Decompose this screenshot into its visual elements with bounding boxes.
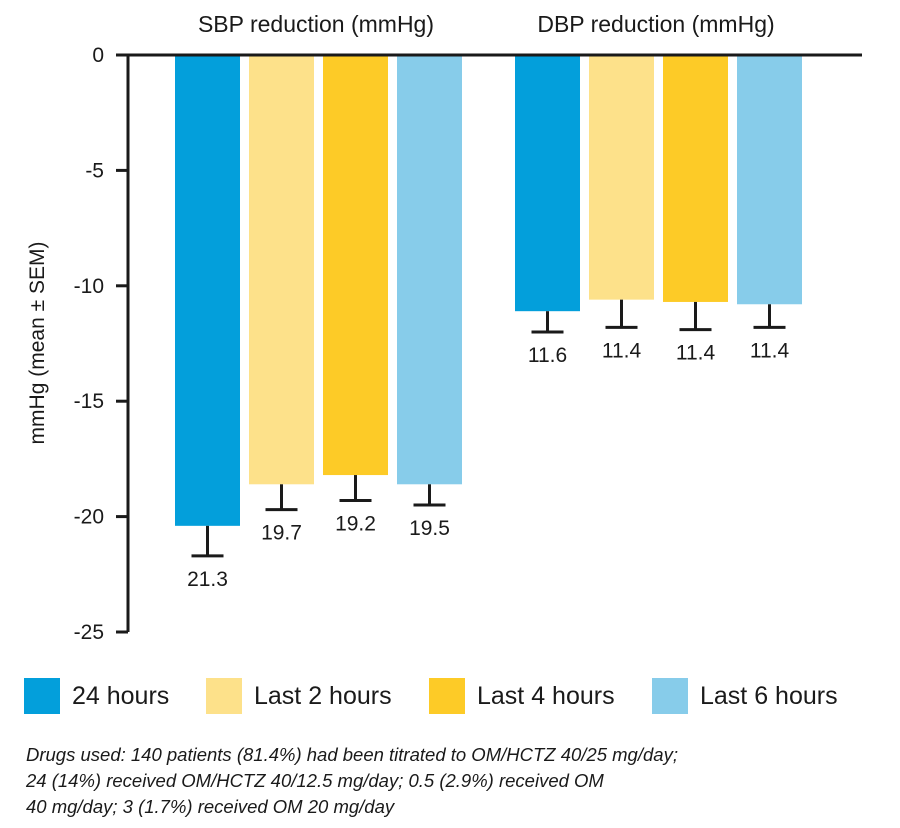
legend-item: 24 hours — [24, 676, 169, 716]
y-tick-label: 0 — [92, 44, 104, 67]
legend-swatch — [206, 678, 242, 714]
bar — [323, 56, 388, 476]
value-label: 11.4 — [602, 339, 642, 362]
legend: 24 hours Last 2 hours Last 4 hours Last 6 h… — [24, 676, 884, 716]
value-label: 11.6 — [528, 344, 567, 367]
legend-swatch — [429, 678, 465, 714]
y-axis-label: mmHg (mean ± SEM) — [26, 242, 49, 445]
footnote-line-1: Drugs used: 140 patients (81.4%) had bee… — [26, 744, 678, 765]
value-label: 19.7 — [261, 522, 302, 545]
legend-label: Last 6 hours — [700, 681, 838, 710]
y-tick-label: -15 — [74, 390, 104, 413]
y-tick-label: -5 — [85, 159, 104, 182]
bar — [515, 56, 580, 312]
value-label: 11.4 — [676, 342, 716, 365]
bar-chart: 0 -5 -10 -15 -20 -25 mmHg (mean ± SEM) SBP redu… — [26, 11, 862, 644]
value-label: 19.5 — [409, 517, 450, 540]
footnote: Drugs used: 140 patients (81.4%) had bee… — [26, 742, 886, 820]
group-title: DBP reduction (mmHg) — [537, 11, 774, 37]
footnote-line-3: 40 mg/day; 3 (1.7%) received OM 20 mg/da… — [26, 796, 395, 817]
bar — [175, 56, 240, 526]
legend-item: Last 4 hours — [429, 676, 615, 716]
value-label: 11.4 — [750, 339, 790, 362]
y-tick-label: -25 — [74, 621, 104, 644]
legend-item: Last 6 hours — [652, 676, 838, 716]
legend-label: Last 4 hours — [477, 681, 615, 710]
y-tick-label: -10 — [74, 275, 104, 298]
footnote-line-2: 24 (14%) received OM/HCTZ 40/12.5 mg/day… — [26, 770, 604, 791]
legend-label: Last 2 hours — [254, 681, 392, 710]
value-label: 21.3 — [187, 568, 228, 591]
legend-item: Last 2 hours — [206, 676, 392, 716]
legend-swatch — [24, 678, 60, 714]
value-label: 19.2 — [335, 512, 376, 535]
y-tick-label: -20 — [74, 506, 104, 529]
bar — [397, 56, 462, 485]
bar — [249, 56, 314, 485]
bar — [589, 56, 654, 300]
bar — [663, 56, 728, 302]
bar — [737, 56, 802, 305]
legend-swatch — [652, 678, 688, 714]
group-title: SBP reduction (mmHg) — [198, 11, 434, 37]
legend-label: 24 hours — [72, 681, 170, 710]
